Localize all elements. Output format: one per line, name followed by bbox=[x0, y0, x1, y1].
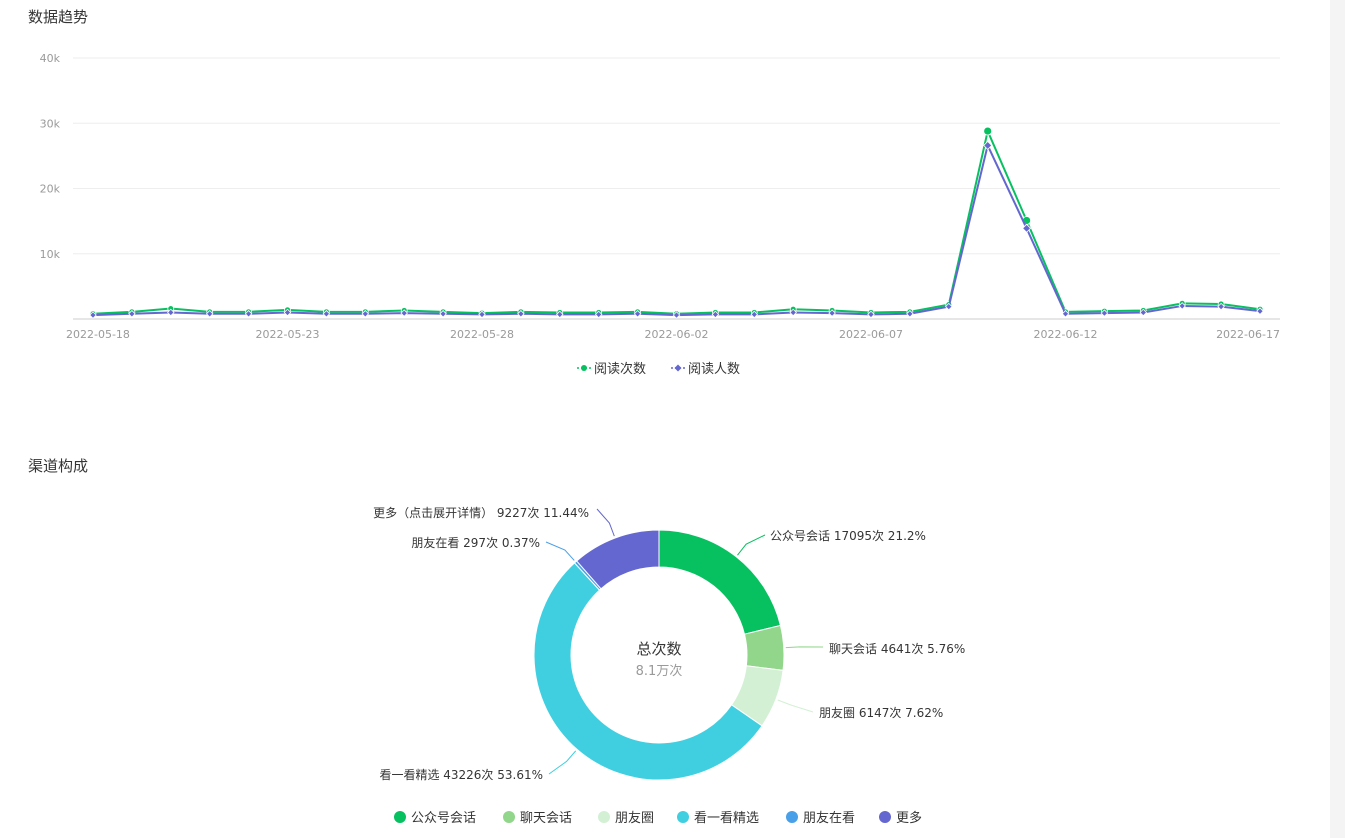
legend-label: 更多 bbox=[896, 810, 922, 826]
donut-center-title: 总次数 bbox=[636, 640, 681, 658]
data-point[interactable] bbox=[983, 126, 993, 136]
y-tick-label: 20k bbox=[40, 183, 61, 196]
legend-label: 朋友圈 bbox=[615, 810, 654, 826]
data-point[interactable] bbox=[983, 140, 993, 151]
legend-dot bbox=[786, 811, 798, 823]
data-point[interactable] bbox=[594, 310, 603, 319]
trend-section-title: 数据趋势 bbox=[28, 8, 89, 26]
slice-leader-line bbox=[548, 750, 577, 775]
data-point[interactable] bbox=[828, 309, 836, 317]
data-point[interactable] bbox=[322, 310, 331, 318]
legend-label: 公众号会话 bbox=[411, 811, 476, 826]
legend-marker bbox=[674, 364, 682, 372]
legend-marker bbox=[581, 365, 587, 371]
data-point[interactable] bbox=[711, 310, 720, 319]
data-point[interactable] bbox=[1256, 307, 1264, 315]
y-tick-label: 10k bbox=[40, 248, 61, 261]
donut-slice[interactable] bbox=[533, 562, 763, 781]
data-point[interactable] bbox=[1178, 302, 1186, 310]
data-point[interactable] bbox=[672, 311, 681, 319]
x-tick-label: 2022-06-07 bbox=[839, 328, 903, 341]
data-point[interactable] bbox=[400, 309, 408, 317]
data-point[interactable] bbox=[867, 310, 875, 319]
slice-leader-line bbox=[545, 541, 575, 561]
pie-legend-item[interactable]: 更多 bbox=[879, 810, 922, 826]
legend-dot bbox=[677, 811, 689, 823]
legend-dot bbox=[598, 811, 610, 823]
donut-slice[interactable] bbox=[658, 529, 782, 635]
data-point[interactable] bbox=[1022, 223, 1032, 233]
slice-leader-line bbox=[596, 508, 615, 537]
slice-leader-line bbox=[785, 646, 824, 649]
legend-label: 阅读次数 bbox=[594, 361, 646, 377]
scrollbar-track[interactable] bbox=[1330, 0, 1345, 838]
data-point[interactable] bbox=[556, 310, 564, 319]
slice-label: 更多（点击展开详情） 9227次 11.44% bbox=[373, 505, 589, 520]
data-point[interactable] bbox=[283, 308, 292, 317]
legend-label: 看一看精选 bbox=[694, 810, 759, 826]
legend-dot bbox=[503, 811, 515, 823]
x-tick-label: 2022-05-18 bbox=[66, 328, 130, 341]
slice-label: 朋友在看 297次 0.37% bbox=[411, 536, 540, 550]
data-point[interactable] bbox=[478, 310, 486, 319]
legend-item-reader-count[interactable]: 阅读人数 bbox=[671, 362, 740, 377]
x-tick-label: 2022-05-28 bbox=[450, 328, 514, 341]
slice-leader-line bbox=[737, 534, 766, 556]
slice-label: 公众号会话 17095次 21.2% bbox=[770, 529, 926, 543]
donut-slice[interactable] bbox=[575, 529, 660, 590]
data-point[interactable] bbox=[945, 302, 953, 311]
pie-legend-item[interactable]: 朋友圈 bbox=[598, 810, 654, 826]
pie-legend-item[interactable]: 朋友在看 bbox=[786, 810, 855, 826]
slice-label: 聊天会话 4641次 5.76% bbox=[829, 642, 965, 656]
pie-legend-item[interactable]: 公众号会话 bbox=[394, 811, 476, 826]
legend-dot bbox=[394, 811, 406, 823]
data-point[interactable] bbox=[439, 310, 447, 318]
donut-center-value: 8.1万次 bbox=[636, 663, 683, 679]
data-point[interactable] bbox=[244, 310, 253, 318]
slice-leader-line bbox=[777, 699, 814, 713]
legend-item-read-count[interactable]: 阅读次数 bbox=[577, 361, 646, 377]
data-point[interactable] bbox=[128, 310, 136, 318]
data-point[interactable] bbox=[167, 308, 175, 317]
legend-label: 聊天会话 bbox=[520, 811, 572, 826]
data-point[interactable] bbox=[205, 310, 214, 318]
slice-label: 朋友圈 6147次 7.62% bbox=[819, 706, 943, 720]
data-point[interactable] bbox=[633, 310, 642, 318]
x-tick-label: 2022-05-23 bbox=[256, 328, 320, 341]
x-tick-label: 2022-06-17 bbox=[1216, 328, 1280, 341]
legend-label: 朋友在看 bbox=[803, 810, 855, 826]
pie-legend-item[interactable]: 看一看精选 bbox=[677, 810, 759, 826]
data-point[interactable] bbox=[89, 311, 97, 319]
data-point[interactable] bbox=[1100, 309, 1109, 317]
legend-label: 阅读人数 bbox=[688, 362, 740, 377]
data-point[interactable] bbox=[750, 310, 759, 319]
channel-section-title: 渠道构成 bbox=[28, 457, 89, 475]
slice-label: 看一看精选 43226次 53.61% bbox=[379, 768, 543, 782]
data-point[interactable] bbox=[789, 308, 797, 317]
y-tick-label: 40k bbox=[40, 52, 61, 65]
data-point[interactable] bbox=[1139, 308, 1148, 317]
y-tick-label: 30k bbox=[40, 117, 61, 130]
data-point[interactable] bbox=[361, 310, 370, 318]
data-point[interactable] bbox=[1061, 310, 1070, 318]
data-point[interactable] bbox=[517, 310, 525, 318]
data-point[interactable] bbox=[1217, 302, 1225, 311]
x-tick-label: 2022-06-02 bbox=[645, 328, 709, 341]
pie-legend-item[interactable]: 聊天会话 bbox=[503, 811, 572, 826]
trend-line-chart: 40k 30k 20k 10k 2022-05-18 2022-05-23 2022-05-… bbox=[40, 52, 1280, 377]
x-tick-label: 2022-06-12 bbox=[1034, 328, 1098, 341]
legend-dot bbox=[879, 811, 891, 823]
data-point[interactable] bbox=[906, 310, 914, 318]
